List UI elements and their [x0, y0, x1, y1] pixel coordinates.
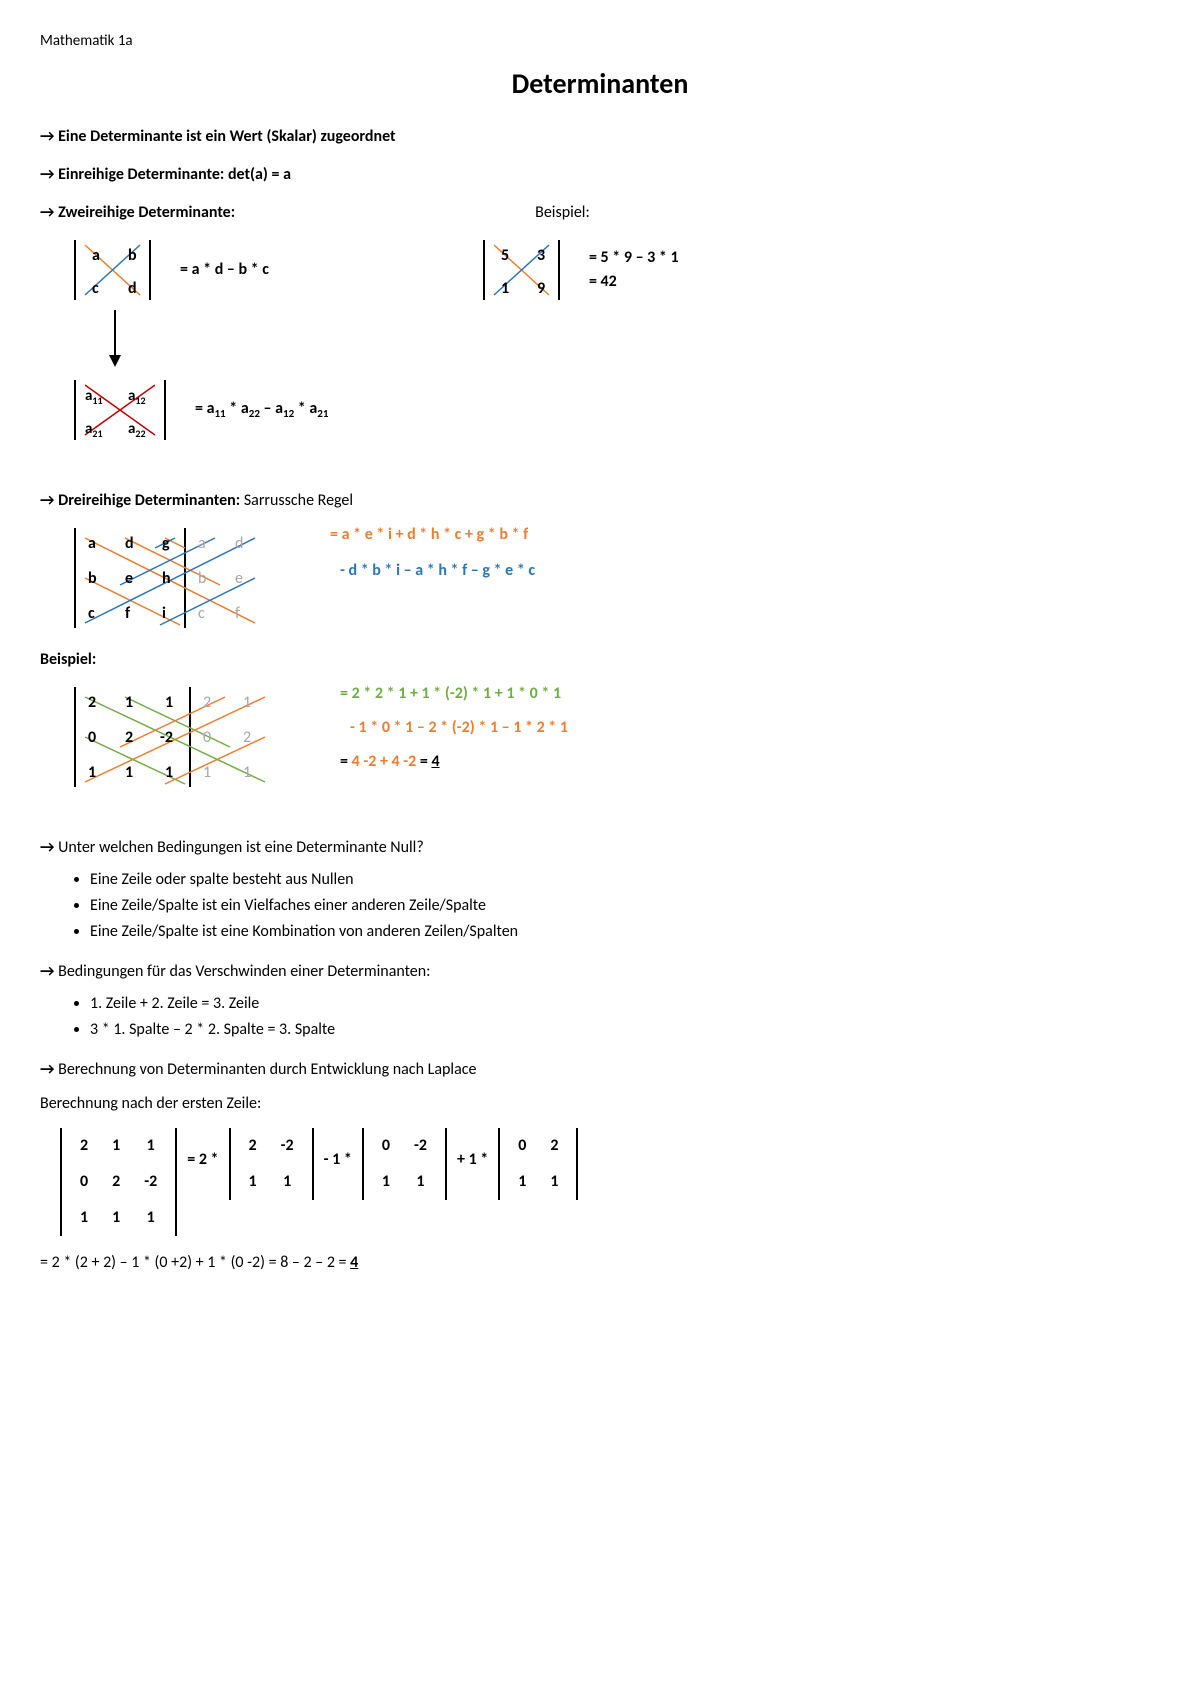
svg-text:a22: a22 — [128, 420, 146, 440]
svg-text:d: d — [125, 534, 134, 553]
dreireihig-line: → Dreireihige Determinanten: Sarrussche … — [40, 489, 1160, 513]
svg-text:1: 1 — [88, 763, 96, 782]
svg-text:f: f — [125, 604, 131, 623]
svg-text:a11: a11 — [85, 387, 103, 407]
laplace-expansion: 211 02-2 111 = 2 * 2-211 - 1 * 0-211 + 1… — [60, 1128, 1160, 1236]
laplace-result: = 2 * (2 + 2) – 1 * (0 +2) + 1 * (0 -2) … — [40, 1251, 1160, 1275]
svg-text:2: 2 — [88, 693, 96, 712]
svg-text:2: 2 — [125, 728, 133, 747]
svg-text:2: 2 — [243, 728, 251, 747]
svg-text:1: 1 — [125, 693, 133, 712]
svg-text:d: d — [235, 534, 243, 553]
svg-text:a12: a12 — [128, 387, 146, 407]
svg-text:h: h — [162, 569, 171, 588]
svg-text:1: 1 — [501, 279, 509, 298]
svg-text:e: e — [235, 569, 243, 588]
svg-text:b: b — [198, 569, 206, 588]
svg-text:1: 1 — [243, 763, 251, 782]
svg-text:9: 9 — [537, 279, 545, 298]
page-header: Mathematik 1a — [40, 30, 1160, 53]
laplace-sub: Berechnung nach der ersten Zeile: — [40, 1092, 1160, 1116]
svg-text:5: 5 — [501, 246, 509, 265]
svg-text:b: b — [88, 569, 97, 588]
sarrus-example: 211 02-2 111 21 02 11 = 2 * 2 * 1 + 1 * … — [70, 682, 1160, 792]
svg-text:0: 0 — [88, 728, 96, 747]
svg-text:1: 1 — [203, 763, 211, 782]
svg-text:a21: a21 — [85, 420, 103, 440]
laplace-line: → Berechnung von Determinanten durch Ent… — [40, 1058, 1160, 1082]
det2-aij: a11 a12 a21 a22 = a11 * a22 – a12 * a21 — [70, 375, 328, 445]
verschwinden-list: 1. Zeile + 2. Zeile = 3. Zeile 3 * 1. Sp… — [40, 992, 1160, 1042]
zweireihig-header: → Zweireihige Determinante: Beispiel: — [40, 201, 1160, 225]
svg-text:e: e — [125, 569, 133, 588]
svg-text:i: i — [162, 604, 166, 623]
svg-text:d: d — [128, 279, 137, 298]
svg-text:2: 2 — [203, 693, 211, 712]
svg-text:a: a — [88, 534, 96, 553]
sarrus-general: adg beh cfi ad be cf = a * e * i + d * h… — [70, 523, 1160, 633]
svg-text:0: 0 — [203, 728, 211, 747]
intro-line: → Eine Determinante ist ein Wert (Skalar… — [40, 125, 1160, 149]
svg-text:1: 1 — [243, 693, 251, 712]
svg-text:a: a — [92, 246, 100, 265]
verschwinden-line: → Bedingungen für das Verschwinden einer… — [40, 960, 1160, 984]
null-frage: → Unter welchen Bedingungen ist eine Det… — [40, 836, 1160, 860]
svg-text:a: a — [198, 534, 206, 553]
svg-text:1: 1 — [165, 763, 173, 782]
page-title: Determinanten — [40, 63, 1160, 105]
svg-text:c: c — [92, 279, 99, 298]
det2-abcd: a b c d = a * d – b * c — [70, 235, 269, 305]
svg-text:b: b — [128, 246, 137, 265]
sarrus-beispiel-label: Beispiel: — [40, 648, 1160, 672]
svg-text:g: g — [162, 534, 170, 553]
arrow-down-icon — [95, 305, 155, 375]
svg-text:1: 1 — [165, 693, 173, 712]
svg-text:f: f — [235, 604, 240, 623]
det2-example: 5 3 1 9 = 5 * 9 – 3 * 1 = 42 — [479, 235, 679, 305]
null-list: Eine Zeile oder spalte besteht aus Nulle… — [40, 868, 1160, 944]
einreihig-line: → Einreihige Determinante: det(a) = a — [40, 163, 1160, 187]
svg-text:1: 1 — [125, 763, 133, 782]
svg-text:c: c — [198, 604, 205, 623]
svg-text:3: 3 — [537, 246, 545, 265]
svg-text:c: c — [88, 604, 95, 623]
svg-text:-2: -2 — [160, 728, 173, 747]
